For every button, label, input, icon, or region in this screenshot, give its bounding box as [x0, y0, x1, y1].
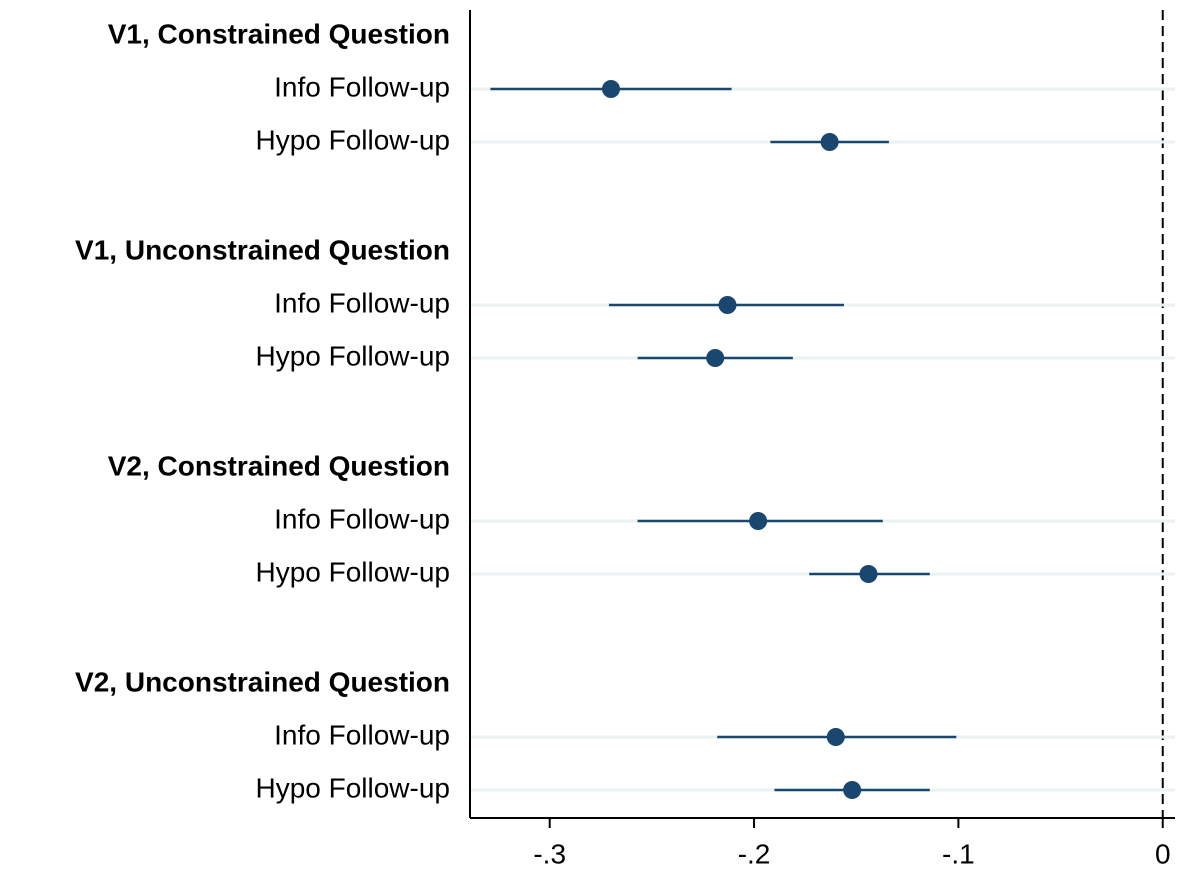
- row-label: Hypo Follow-up: [255, 124, 450, 155]
- point-estimate: [602, 80, 620, 98]
- point-estimate: [859, 565, 878, 583]
- point-estimate: [749, 512, 768, 530]
- point-estimate: [843, 781, 862, 799]
- point-estimate: [826, 728, 845, 746]
- x-tick-label: -.1: [942, 838, 975, 869]
- row-label: Hypo Follow-up: [255, 772, 450, 803]
- row-label: Info Follow-up: [274, 71, 450, 102]
- point-estimate: [718, 296, 737, 314]
- row-label: Info Follow-up: [274, 503, 450, 534]
- x-tick-label: -.3: [533, 838, 566, 869]
- group-header: V1, Constrained Question: [108, 18, 450, 49]
- point-estimate: [706, 349, 725, 367]
- row-label: Info Follow-up: [274, 287, 450, 318]
- group-header: V2, Constrained Question: [108, 450, 450, 481]
- row-label: Hypo Follow-up: [255, 556, 450, 587]
- row-label: Info Follow-up: [274, 719, 450, 750]
- row-label: Hypo Follow-up: [255, 340, 450, 371]
- group-header: V2, Unconstrained Question: [75, 666, 450, 697]
- point-estimate: [820, 133, 839, 151]
- x-tick-label: -.2: [738, 838, 771, 869]
- group-header: V1, Unconstrained Question: [75, 234, 450, 265]
- x-tick-label: 0: [1155, 838, 1171, 869]
